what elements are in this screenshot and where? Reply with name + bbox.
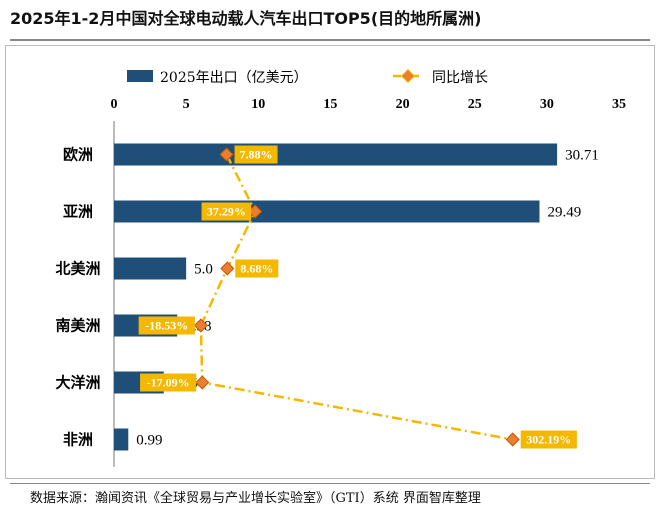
growth-label-bg bbox=[138, 316, 195, 335]
growth-marker bbox=[248, 204, 263, 219]
source-divider bbox=[10, 483, 650, 484]
bar-value-label: 0.99 bbox=[136, 433, 162, 449]
growth-label-bg bbox=[140, 373, 197, 392]
growth-label: 302.19% bbox=[526, 433, 571, 447]
category-label: 欧洲 bbox=[63, 146, 93, 164]
growth-label-bg bbox=[201, 202, 252, 221]
legend-line-marker bbox=[400, 68, 416, 84]
category-label: 非洲 bbox=[63, 431, 93, 449]
growth-label: 7.88% bbox=[240, 148, 273, 162]
x-tick-label: 15 bbox=[323, 97, 337, 112]
growth-label: 37.29% bbox=[207, 205, 246, 219]
category-label: 大洋洲 bbox=[55, 374, 100, 392]
x-tick-label: 5 bbox=[183, 97, 190, 112]
chart-title: 2025年1-2月中国对全球电动载人汽车出口TOP5(目的地所属洲) bbox=[10, 9, 482, 28]
legend-line-label: 同比增长 bbox=[432, 70, 488, 86]
category-label: 亚洲 bbox=[63, 203, 93, 221]
bar-value-label: 30.71 bbox=[565, 148, 599, 164]
growth-label-bg bbox=[520, 430, 577, 449]
title-divider bbox=[10, 39, 650, 41]
growth-marker bbox=[220, 261, 235, 276]
growth-marker bbox=[219, 147, 234, 162]
growth-marker bbox=[193, 318, 208, 333]
growth-label: -18.53% bbox=[145, 319, 188, 333]
x-tick-label: 0 bbox=[111, 97, 118, 112]
bar bbox=[114, 143, 558, 166]
legend-bar-label: 2025年出口（亿美元） bbox=[160, 70, 308, 86]
growth-label-bg bbox=[234, 145, 278, 164]
x-tick-label: 25 bbox=[468, 97, 482, 112]
x-tick-label: 20 bbox=[396, 97, 410, 112]
x-tick-label: 30 bbox=[540, 97, 554, 112]
growth-line bbox=[199, 153, 513, 441]
source-note: 数据来源：瀚闻资讯《全球贸易与产业增长实验室》（GTI）系统 界面智库整理 bbox=[30, 491, 481, 506]
bar bbox=[114, 257, 187, 280]
bar bbox=[114, 200, 540, 223]
chart-frame bbox=[5, 45, 655, 479]
bar bbox=[114, 428, 129, 451]
x-tick-label: 10 bbox=[251, 97, 265, 112]
category-label: 南美洲 bbox=[55, 317, 100, 335]
growth-label-bg bbox=[235, 259, 279, 278]
category-label: 北美洲 bbox=[55, 260, 100, 278]
growth-marker bbox=[505, 432, 520, 447]
growth-label: 8.68% bbox=[240, 262, 273, 276]
x-tick-label: 35 bbox=[612, 97, 626, 112]
growth-marker bbox=[195, 375, 210, 390]
legend-bar-swatch bbox=[127, 70, 153, 82]
growth-label: -17.09% bbox=[147, 376, 190, 390]
bar-value-label: 29.49 bbox=[547, 205, 581, 221]
bar-value-label: 5.0 bbox=[194, 262, 213, 278]
